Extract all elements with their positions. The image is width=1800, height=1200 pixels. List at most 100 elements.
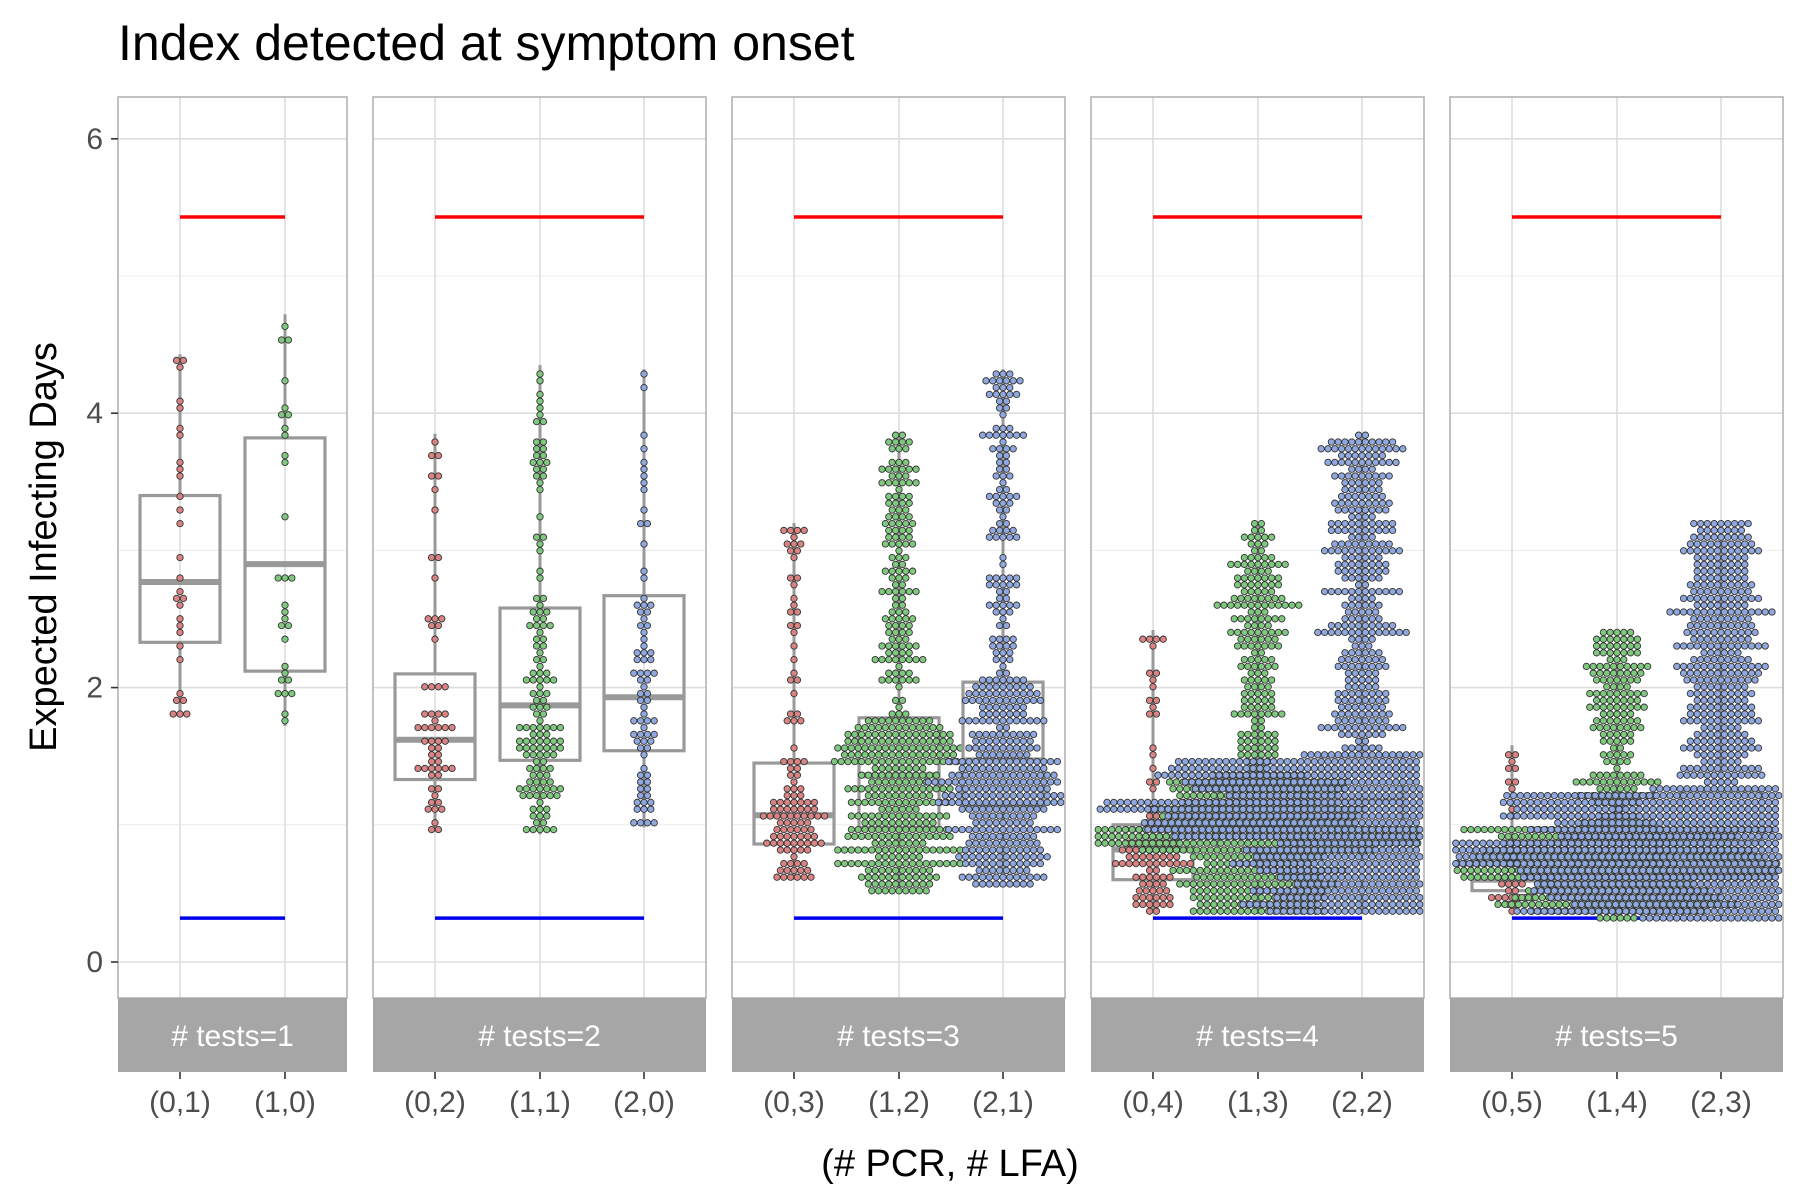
data-point (891, 805, 900, 813)
data-point (1254, 581, 1262, 589)
data-point (1334, 519, 1342, 528)
data-point (985, 676, 994, 684)
data-point (1239, 825, 1247, 834)
data-point (1375, 853, 1383, 861)
data-point (864, 737, 873, 745)
data-point (908, 723, 917, 732)
data-point (1385, 757, 1393, 766)
data-point (1608, 819, 1616, 827)
data-point (905, 839, 913, 847)
data-point (1473, 873, 1482, 881)
data-point (999, 608, 1007, 616)
data-point (515, 785, 524, 793)
data-point (1371, 819, 1380, 827)
data-point (176, 574, 184, 582)
data-point (1023, 751, 1031, 759)
data-point (1327, 853, 1336, 861)
data-point (1606, 737, 1614, 745)
data-point (1264, 744, 1272, 752)
data-point (1267, 628, 1276, 637)
data-point (1149, 887, 1157, 895)
data-point (834, 859, 842, 868)
data-point (1337, 445, 1346, 453)
data-point (1693, 791, 1701, 800)
data-point (1033, 839, 1041, 847)
data-point (878, 737, 886, 745)
data-point (1633, 696, 1642, 705)
data-point (1707, 642, 1715, 650)
data-point (1178, 832, 1186, 841)
data-point (1261, 676, 1269, 684)
data-point (888, 567, 896, 575)
data-point (1254, 628, 1262, 637)
data-point (1703, 785, 1712, 793)
data-point (1371, 655, 1380, 664)
data-point (1754, 594, 1763, 603)
data-point (1283, 846, 1291, 854)
data-point (1741, 560, 1749, 569)
x-tick-label: (1,0) (254, 1086, 316, 1119)
data-point (1656, 798, 1664, 807)
data-point (1365, 669, 1373, 677)
data-point (1210, 893, 1218, 902)
data-point (1009, 812, 1017, 820)
data-point (992, 744, 1000, 752)
data-point (1139, 873, 1147, 881)
data-point (1327, 438, 1336, 446)
data-point (1337, 655, 1346, 664)
data-point (1036, 696, 1045, 705)
data-point (1128, 839, 1136, 847)
data-point (1465, 839, 1474, 847)
data-point (854, 744, 862, 752)
data-point (1720, 703, 1729, 711)
data-point (961, 859, 970, 868)
data-point (1599, 717, 1608, 725)
panel-4: # tests=4 (1090, 96, 1425, 1072)
data-point (1132, 846, 1140, 854)
data-point (1223, 887, 1232, 895)
data-point (1371, 846, 1380, 854)
data-point (1254, 642, 1262, 650)
data-point (1385, 873, 1393, 881)
data-point (905, 513, 913, 521)
data-point (1375, 547, 1383, 555)
data-point (1327, 798, 1336, 807)
data-point (1405, 757, 1414, 766)
data-point (1382, 717, 1390, 725)
data-point (1720, 547, 1729, 555)
data-point (871, 757, 879, 766)
data-point (1237, 662, 1245, 671)
data-point (908, 744, 917, 752)
data-point (636, 608, 645, 616)
data-point (434, 751, 443, 759)
data-point (1747, 642, 1756, 650)
data-point (1717, 526, 1725, 535)
data-point (1361, 560, 1370, 569)
data-point (1320, 547, 1329, 555)
data-point (1385, 458, 1393, 467)
data-point (1592, 717, 1601, 725)
data-point (1696, 676, 1705, 684)
data-point (650, 717, 658, 725)
data-point (1208, 764, 1217, 773)
data-point (1026, 873, 1034, 881)
data-point (905, 764, 913, 773)
data-point (1486, 839, 1494, 847)
data-point (1713, 703, 1722, 711)
data-point (1139, 635, 1147, 643)
data-point (1240, 703, 1249, 711)
data-point (1240, 553, 1249, 562)
data-point (797, 805, 805, 813)
data-point (1693, 832, 1701, 841)
data-point (885, 526, 893, 535)
data-point (1727, 683, 1735, 691)
data-point (1152, 846, 1160, 854)
data-point (1261, 533, 1269, 541)
data-point (1184, 812, 1193, 820)
data-point (1371, 472, 1380, 480)
data-point (1314, 805, 1322, 813)
data-point (539, 438, 548, 446)
data-point (1225, 785, 1234, 793)
data-point (1392, 873, 1400, 881)
data-point (1351, 723, 1359, 732)
